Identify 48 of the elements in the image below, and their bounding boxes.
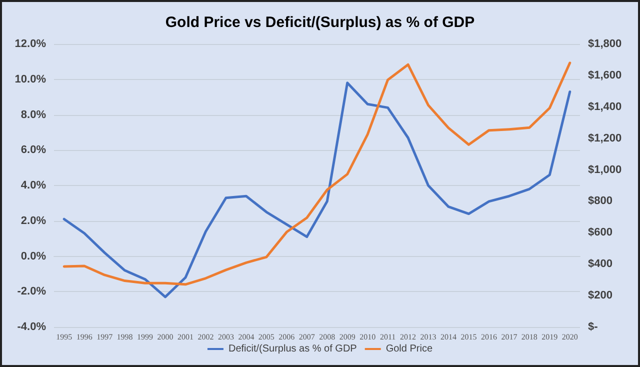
y-tick-label: 4.0% <box>20 180 46 192</box>
x-tick-label: 2015 <box>460 332 477 342</box>
y2-tick-label: $1,600 <box>588 69 622 82</box>
x-tick-label: 2012 <box>400 332 416 342</box>
y-tick-label: 12.0% <box>14 38 46 50</box>
legend-label: Gold Price <box>386 344 433 354</box>
x-tick-label: 1997 <box>96 332 113 342</box>
x-tick-label: 1996 <box>76 332 92 342</box>
x-tick-label: 2007 <box>298 332 315 342</box>
legend-label: Deficit/(Surplus as % of GDP <box>228 344 358 354</box>
y-tick-label: 2.0% <box>20 214 46 227</box>
x-tick-label: 2000 <box>157 332 174 342</box>
x-tick-label: 2004 <box>238 332 254 342</box>
x-tick-label: 2013 <box>420 332 436 342</box>
y-tick-label: 6.0% <box>20 144 46 156</box>
x-tick-label: 2009 <box>339 332 356 342</box>
x-tick-label: 2016 <box>480 332 497 342</box>
y-tick-label: 8.0% <box>20 108 46 121</box>
y-tick-label: -2.0% <box>17 286 46 298</box>
x-tick-label: 2019 <box>542 332 558 342</box>
y2-tick-label: $800 <box>588 195 612 208</box>
x-tick-label: 2018 <box>521 332 538 342</box>
x-tick-label: 2003 <box>218 332 234 342</box>
x-tick-label: 2014 <box>440 332 456 342</box>
x-tick-label: 2020 <box>562 332 578 342</box>
x-tick-label: 2002 <box>198 332 214 342</box>
y2-tick-label: $200 <box>588 290 612 302</box>
y2-tick-label: $1,200 <box>588 132 622 144</box>
x-tick-label: 2006 <box>278 332 295 342</box>
x-tick-label: 1999 <box>137 332 154 342</box>
x-tick-label: 1995 <box>56 332 72 342</box>
x-tick-label: 2011 <box>380 332 396 342</box>
x-tick-label: 2001 <box>178 332 194 342</box>
y2-tick-label: $400 <box>588 258 612 270</box>
x-tick-label: 2008 <box>319 332 336 342</box>
y2-tick-label: $600 <box>588 226 612 239</box>
y-tick-label: -4.0% <box>17 321 46 333</box>
y-tick-label: 10.0% <box>14 73 46 86</box>
x-tick-label: 2010 <box>360 332 376 342</box>
y-tick-label: 0.0% <box>20 250 46 262</box>
y2-tick-label: $1,800 <box>588 38 622 50</box>
x-tick-label: 2017 <box>501 332 518 342</box>
x-tick-label: 1998 <box>116 332 133 342</box>
x-tick-label: 2005 <box>258 332 274 342</box>
y2-tick-label: $1,000 <box>588 164 622 176</box>
y2-tick-label: $1,400 <box>588 100 622 113</box>
y2-tick-label: $- <box>588 321 598 333</box>
chart-title: Gold Price vs Deficit/(Surplus) as % of GDP <box>165 14 475 31</box>
